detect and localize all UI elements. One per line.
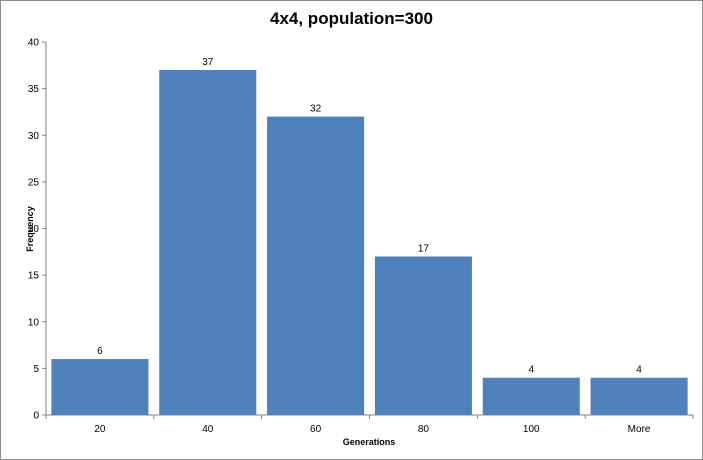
bar <box>590 377 688 415</box>
data-label: 17 <box>418 243 430 254</box>
chart-title: 4x4, population=300 <box>270 9 433 28</box>
x-axis-label: Generations <box>342 437 396 447</box>
y-tick-label: 30 <box>28 131 40 142</box>
x-tick-label: 60 <box>310 424 322 435</box>
y-tick-label: 5 <box>33 364 39 375</box>
data-label: 32 <box>310 104 322 115</box>
x-tick-label: 40 <box>202 424 214 435</box>
y-tick-label: 35 <box>28 84 40 95</box>
y-tick-label: 15 <box>28 271 40 282</box>
bar <box>267 116 365 415</box>
data-label: 37 <box>202 57 214 68</box>
bar <box>374 256 472 415</box>
bar <box>51 359 149 415</box>
y-tick-label: 40 <box>28 38 40 49</box>
y-tick-label: 20 <box>28 224 40 235</box>
y-tick-label: 0 <box>33 411 39 422</box>
bar <box>159 69 257 415</box>
x-tick-label: 80 <box>418 424 430 435</box>
data-label: 4 <box>636 365 642 376</box>
x-tick-label: 100 <box>523 424 540 435</box>
data-label: 6 <box>97 346 103 357</box>
y-tick-label: 25 <box>28 177 40 188</box>
y-tick-label: 10 <box>28 317 40 328</box>
bar <box>482 377 580 415</box>
x-tick-label: 20 <box>94 424 106 435</box>
x-tick-label: More <box>628 424 651 435</box>
data-label: 4 <box>528 365 534 376</box>
